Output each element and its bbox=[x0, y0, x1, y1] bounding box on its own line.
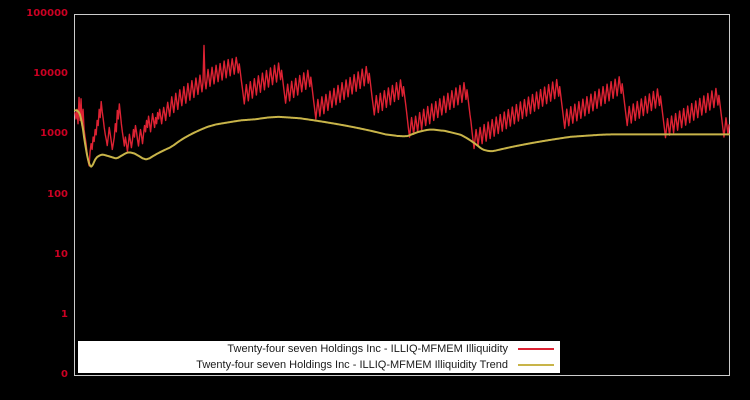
y-tick-label: 10000 bbox=[33, 68, 68, 80]
y-axis: 100000 10000 1000 100 10 1 0 bbox=[0, 0, 68, 400]
series-line-illiquidity bbox=[74, 44, 730, 167]
legend-label-illiquidity-trend: Twenty-four seven Holdings Inc - ILLIQ-M… bbox=[196, 358, 508, 371]
series-line-illiquidity-trend bbox=[74, 109, 730, 168]
y-tick-label: 0 bbox=[61, 369, 68, 380]
legend-swatch-illiquidity-trend bbox=[518, 364, 554, 366]
y-tick-label: 100000 bbox=[26, 8, 68, 19]
y-tick-label: 1 bbox=[61, 308, 68, 320]
plot-area-border bbox=[74, 14, 730, 376]
series-layer bbox=[74, 44, 730, 168]
chart-legend: Twenty-four seven Holdings Inc - ILLIQ-M… bbox=[78, 341, 560, 373]
y-tick-label: 1000 bbox=[40, 128, 68, 140]
legend-item-illiquidity-trend[interactable]: Twenty-four seven Holdings Inc - ILLIQ-M… bbox=[78, 357, 560, 373]
legend-label-illiquidity: Twenty-four seven Holdings Inc - ILLIQ-M… bbox=[227, 342, 508, 355]
legend-item-illiquidity[interactable]: Twenty-four seven Holdings Inc - ILLIQ-M… bbox=[78, 341, 560, 357]
y-tick-label: 10 bbox=[54, 248, 68, 260]
y-tick-label: 100 bbox=[47, 188, 68, 200]
legend-swatch-illiquidity bbox=[518, 348, 554, 350]
